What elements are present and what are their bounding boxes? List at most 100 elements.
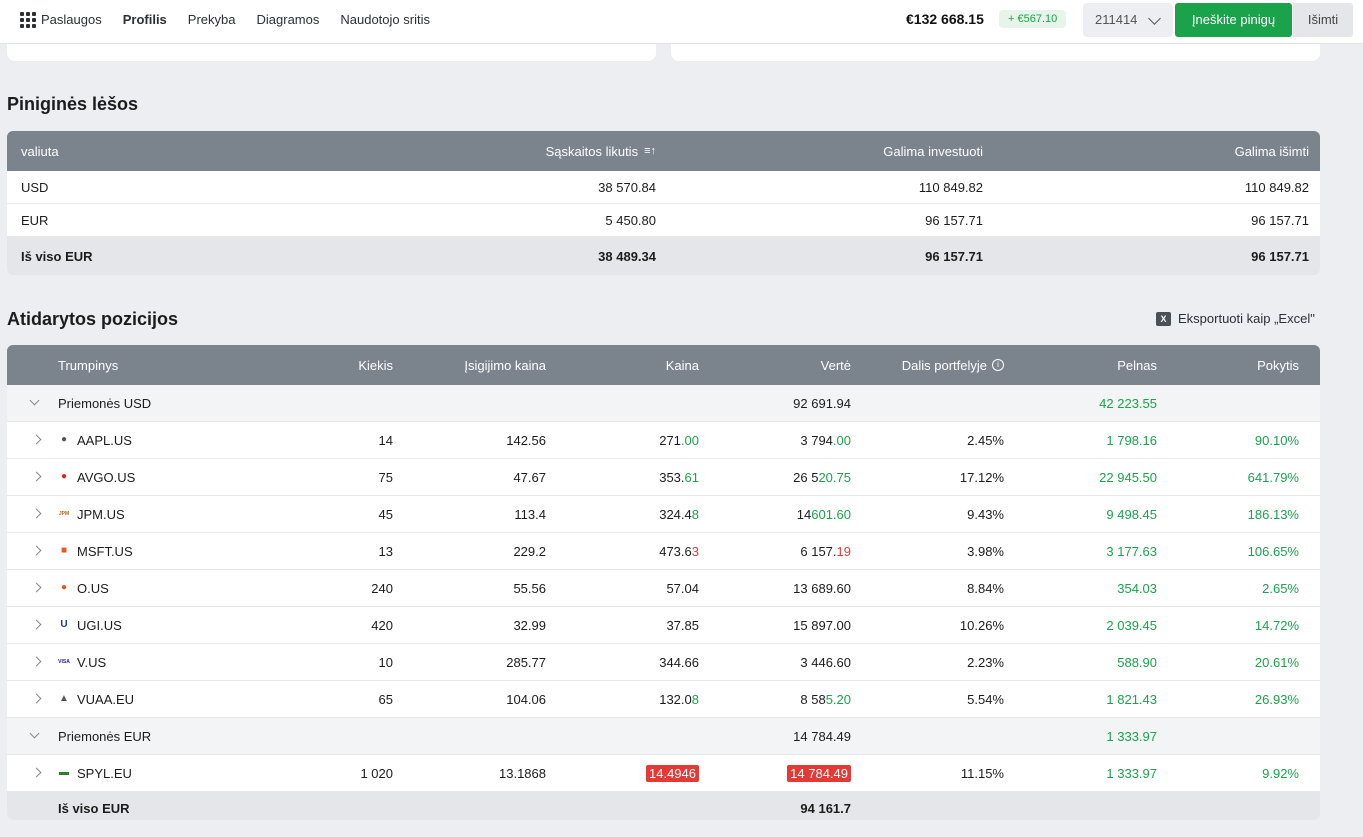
price-cell: 37.85 xyxy=(666,607,699,643)
chevron-down-icon xyxy=(1148,12,1161,25)
table-row[interactable]: U UGI.US 420 32.99 37.85 15 897.00 10.26% 2 039… xyxy=(7,607,1320,644)
ticker-label: JPM.US xyxy=(77,506,125,522)
account-number: 211414 xyxy=(1095,12,1138,27)
chevron-right-icon[interactable] xyxy=(31,656,42,667)
ticker-label: UGI.US xyxy=(77,617,122,633)
total-label: Iš viso EUR xyxy=(21,248,93,264)
total-balance: 38 489.34 xyxy=(598,248,656,264)
withdraw-button[interactable]: Išimti xyxy=(1293,3,1353,37)
table-row[interactable]: ▲ VUAA.EU 65 104.06 132.0 8 8 58 5.20 5.54% 1 821… xyxy=(7,681,1320,718)
value-amount: 13 689.60 xyxy=(793,580,851,596)
nav-menu: Paslaugos Profilis Prekyba Diagramos Nau… xyxy=(20,0,451,48)
group-row[interactable]: Priemonės USD 92 691.94 42 223.55 xyxy=(7,385,1320,422)
quantity-cell: 14 xyxy=(378,432,393,448)
chevron-right-icon[interactable] xyxy=(31,508,42,519)
nav-item-trading[interactable]: Prekyba xyxy=(187,12,236,27)
table-row[interactable]: ● O.US 240 55.56 57.04 13 689.60 8.84% 354.03 2.… xyxy=(7,570,1320,607)
table-row[interactable]: ▬ SPYL.EU 1 020 13.1868 14.4946 14 784.49 11.1… xyxy=(7,755,1320,792)
table-row[interactable]: ● AAPL.US 14 142.56 271.00 3 794.00 2.45% 1 798… xyxy=(7,422,1320,459)
group-profit: 1 333.97 xyxy=(1106,728,1157,744)
profit-cell: 1 821.43 xyxy=(1106,691,1157,707)
chevron-right-icon[interactable] xyxy=(31,693,42,704)
invest-cell: 96 157.71 xyxy=(925,212,983,228)
chevron-down-icon[interactable] xyxy=(29,728,40,739)
chart-card-partial xyxy=(7,44,656,61)
buy-price-cell: 285.77 xyxy=(506,654,546,670)
total-label: Iš viso EUR xyxy=(58,801,130,816)
buy-price-cell: 104.06 xyxy=(506,691,546,707)
nav-item-user-area[interactable]: Naudotojo sritis xyxy=(340,12,430,27)
nav-item-charts[interactable]: Diagramos xyxy=(256,12,320,27)
deposit-button[interactable]: Įneškite pinigų xyxy=(1175,3,1292,37)
grid-icon[interactable] xyxy=(20,12,36,28)
chevron-right-icon[interactable] xyxy=(31,582,42,593)
ticker-cell: ■ MSFT.US xyxy=(58,533,133,569)
top-navigation: Paslaugos Profilis Prekyba Diagramos Nau… xyxy=(0,0,1363,48)
value-cell: 3 446.60 xyxy=(800,644,851,680)
account-selector[interactable]: 211414 xyxy=(1083,3,1173,37)
value-amount: 3 794 xyxy=(800,432,833,448)
positions-table-body: Priemonės USD 92 691.94 42 223.55 ● AAPL.US 1… xyxy=(7,385,1320,792)
group-value: 14 784.49 xyxy=(793,728,851,744)
quantity-cell: 65 xyxy=(378,691,393,707)
portfolio-share-cell: 2.23% xyxy=(967,654,1004,670)
info-icon[interactable]: i xyxy=(992,359,1004,371)
column-header-account-balance[interactable]: Sąskaitos likutis ≡↑ xyxy=(546,131,656,171)
column-header-change: Pokytis xyxy=(1257,357,1299,373)
chevron-right-icon[interactable] xyxy=(31,767,42,778)
value-amount: 8 58 xyxy=(800,691,826,707)
column-header-portfolio-share: Dalis portfelyje i xyxy=(902,345,1004,385)
chevron-right-icon[interactable] xyxy=(31,434,42,445)
table-row[interactable]: VISA V.US 10 285.77 344.66 3 446.60 2.23% 588.9… xyxy=(7,644,1320,681)
price-change-digits: 8 xyxy=(691,506,699,522)
buy-price-cell: 32.99 xyxy=(513,617,546,633)
table-row[interactable]: JPM JPM.US 45 113.4 324.4 8 14 601.60 9.43% 9 49… xyxy=(7,496,1320,533)
nav-item-services[interactable]: Paslaugos xyxy=(41,12,102,27)
buy-price-cell: 229.2 xyxy=(513,543,546,559)
ticker-cell: ▬ SPYL.EU xyxy=(58,755,132,791)
sort-icon[interactable]: ≡↑ xyxy=(644,145,656,157)
table-row[interactable]: ■ MSFT.US 13 229.2 473.6 3 6 157. 19 3.98% 3 177.… xyxy=(7,533,1320,570)
value-amount: 26 5 xyxy=(793,469,819,485)
price-cell: 57.04 xyxy=(666,570,699,606)
company-logo-icon: ■ xyxy=(60,545,68,556)
chevron-right-icon[interactable] xyxy=(31,619,42,630)
company-logo-icon: ● xyxy=(60,471,68,482)
table-row[interactable]: ● AVGO.US 75 47.67 353. 61 26 5 20.75 17.12% 22 9… xyxy=(7,459,1320,496)
value-cell: 15 897.00 xyxy=(793,607,851,643)
balance-cell: 5 450.80 xyxy=(605,212,656,228)
value-change-digits: .00 xyxy=(832,432,851,448)
change-cell: 20.61% xyxy=(1254,654,1299,670)
portfolio-share-cell: 2.45% xyxy=(967,432,1004,448)
quantity-cell: 1 020 xyxy=(360,765,393,781)
cash-table: valiuta Sąskaitos likutis ≡↑ Galima inve… xyxy=(7,131,1320,275)
ticker-label: AVGO.US xyxy=(77,469,136,485)
profit-cell: 1 798.16 xyxy=(1106,432,1157,448)
portfolio-share-cell: 9.43% xyxy=(967,506,1004,522)
chevron-right-icon[interactable] xyxy=(31,545,42,556)
account-balance: €132 668.15 xyxy=(906,11,984,27)
value-change-digits: 19 xyxy=(836,543,851,559)
positions-table-header: Trumpinys Kiekis Įsigijimo kaina Kaina V… xyxy=(7,345,1320,385)
change-cell: 26.93% xyxy=(1254,691,1299,707)
nav-item-profile[interactable]: Profilis xyxy=(116,0,177,48)
chevron-down-icon[interactable] xyxy=(29,395,40,406)
chevron-right-icon[interactable] xyxy=(31,471,42,482)
quantity-cell: 45 xyxy=(378,506,393,522)
buy-price-cell: 142.56 xyxy=(506,432,546,448)
price-value: 271 xyxy=(659,432,681,448)
quantity-cell: 420 xyxy=(371,617,393,633)
profit-cell: 354.03 xyxy=(1117,580,1157,596)
price-value: 344.66 xyxy=(659,654,699,670)
value-amount: 3 446.60 xyxy=(800,654,851,670)
ticker-label: V.US xyxy=(77,654,107,670)
value-cell: 14 784.49 xyxy=(787,755,851,791)
chart-card-partial xyxy=(671,44,1320,61)
ticker-cell: ● AAPL.US xyxy=(58,422,132,458)
group-row[interactable]: Priemonės EUR 14 784.49 1 333.97 xyxy=(7,718,1320,755)
profit-cell: 22 945.50 xyxy=(1099,469,1157,485)
value-amount: 15 897.00 xyxy=(793,617,851,633)
export-excel-link[interactable]: X Eksportuoti kaip „Excel" xyxy=(1156,311,1315,326)
change-cell: 14.72% xyxy=(1254,617,1299,633)
portfolio-share-cell: 5.54% xyxy=(967,691,1004,707)
